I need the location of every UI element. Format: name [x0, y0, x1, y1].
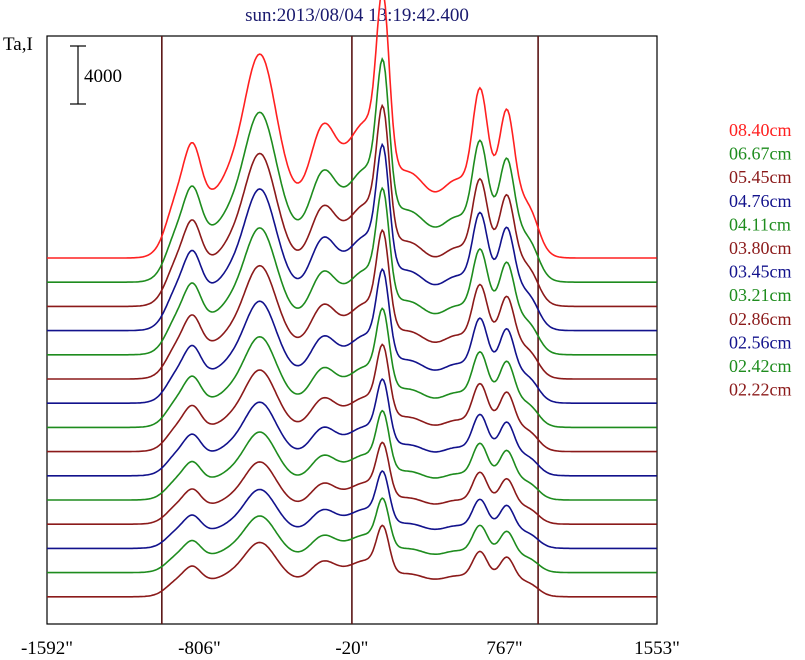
legend-entry: 03.45cm — [729, 262, 792, 282]
x-tick-label: -806" — [178, 638, 221, 659]
series-line — [47, 497, 657, 574]
legend-entry: 02.22cm — [729, 380, 792, 400]
series-line — [47, 0, 657, 259]
legend-entry: 02.56cm — [729, 332, 792, 352]
series-group — [47, 0, 657, 598]
plot-area — [46, 35, 658, 625]
series-line — [47, 103, 657, 308]
series-line — [47, 142, 657, 332]
legend-entry: 05.45cm — [729, 167, 792, 187]
x-tick-label: -1592" — [21, 638, 73, 659]
series-line — [47, 186, 657, 356]
x-tick-labels: -1592" -806" -20" 767" 1553" — [21, 638, 680, 659]
x-tick-label: -20" — [335, 638, 368, 659]
series-line — [47, 409, 657, 501]
x-tick-label: 1553" — [634, 638, 680, 659]
legend-entry: 04.11cm — [729, 214, 791, 234]
legend-entry: 02.42cm — [729, 356, 792, 376]
series-line — [47, 228, 657, 380]
scale-bar-label: 4000 — [84, 66, 122, 87]
series-line — [47, 469, 657, 550]
x-tick-label: 767" — [486, 638, 522, 659]
chart-title: sun:2013/08/04 13:19:42.400 — [245, 5, 469, 26]
legend-entry: 03.21cm — [729, 285, 792, 305]
series-line — [47, 524, 657, 598]
legend: 08.40cm 06.67cm 05.45cm 04.76cm 04.11cm 03.80… — [729, 120, 792, 400]
legend-entry: 03.80cm — [729, 238, 792, 258]
legend-entry: 08.40cm — [729, 120, 792, 140]
series-line — [47, 307, 657, 429]
legend-entry: 06.67cm — [729, 144, 792, 164]
legend-entry: 04.76cm — [729, 191, 792, 211]
y-axis-label: Ta,I — [3, 34, 33, 55]
series-line — [47, 56, 657, 283]
scale-bar: 4000 — [70, 45, 122, 105]
legend-entry: 02.86cm — [729, 309, 792, 329]
series-line — [47, 441, 657, 525]
series-line — [47, 267, 657, 404]
series-line — [47, 377, 657, 477]
series-line — [47, 343, 657, 453]
